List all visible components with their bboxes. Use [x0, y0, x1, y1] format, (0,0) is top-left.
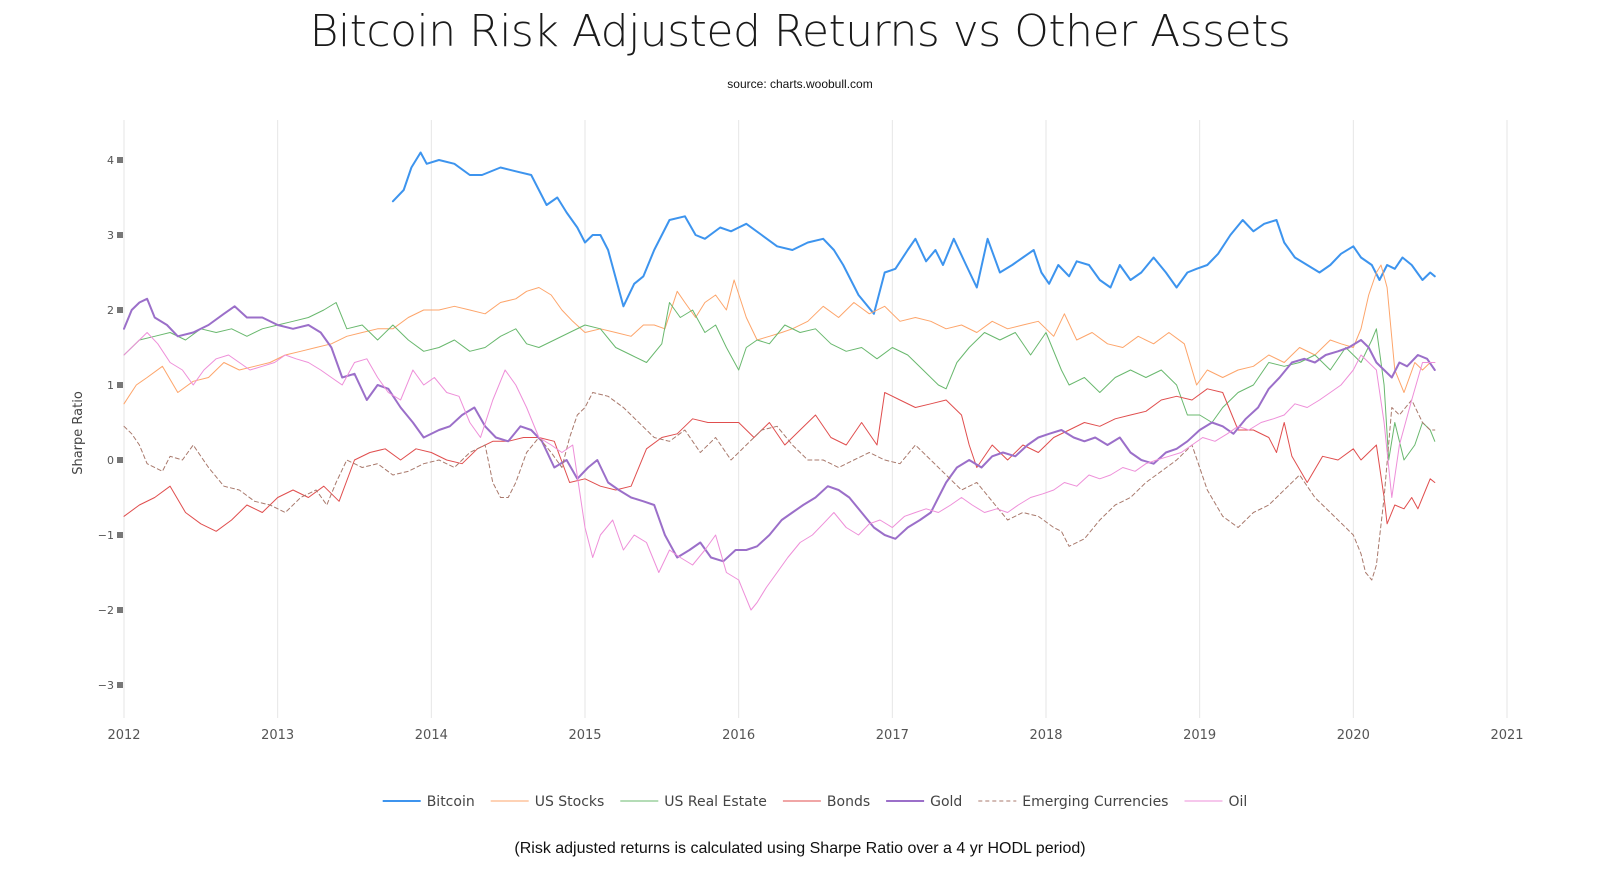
y-axis: 4 3 2 1 0 −1 −2 −3: [98, 154, 123, 692]
y-tick-3: 3: [107, 229, 114, 242]
legend-label: Oil: [1229, 794, 1248, 810]
x-tick-2018: 2018: [1029, 728, 1062, 743]
x-tick-2017: 2017: [876, 728, 909, 743]
series-bonds: [123, 388, 1436, 532]
x-tick-2014: 2014: [415, 728, 448, 743]
legend-label: US Stocks: [535, 794, 605, 810]
series-gold: [123, 297, 1436, 563]
y-tick--2: −2: [98, 604, 114, 617]
y-tick-marker: [117, 457, 123, 463]
legend-item-bitcoin[interactable]: Bitcoin: [382, 794, 475, 810]
y-tick-1: 1: [107, 379, 114, 392]
series-us-real-estate: [123, 302, 1436, 461]
chart-source: source: charts.woobull.com: [727, 77, 873, 91]
y-tick-marker: [117, 307, 123, 313]
legend-label: Bonds: [827, 794, 870, 810]
legend: Bitcoin US Stocks US Real Estate Bonds Gold E…: [382, 794, 1248, 810]
y-tick-marker: [117, 157, 123, 163]
legend-item-emerging-currencies[interactable]: Emerging Currencies: [978, 794, 1168, 810]
x-tick-2016: 2016: [722, 728, 755, 743]
x-tick-2012: 2012: [107, 728, 140, 743]
series-emerging-currencies: [123, 392, 1436, 581]
series-lines: [123, 151, 1436, 611]
series-bitcoin: [391, 151, 1436, 315]
legend-item-gold[interactable]: Gold: [886, 794, 962, 810]
legend-item-us-stocks[interactable]: US Stocks: [490, 794, 605, 810]
series-oil: [123, 332, 1436, 611]
y-tick--1: −1: [98, 529, 114, 542]
legend-item-bonds[interactable]: Bonds: [782, 794, 870, 810]
y-tick-marker: [117, 232, 123, 238]
y-tick--3: −3: [98, 679, 114, 692]
y-tick-marker: [117, 607, 123, 613]
y-tick-marker: [117, 682, 123, 688]
chart-title: Bitcoin Risk Adjusted Returns vs Other A…: [309, 6, 1291, 57]
y-tick-0: 0: [107, 454, 114, 467]
x-tick-2015: 2015: [568, 728, 601, 743]
x-axis: 2012 2013 2014 2015 2016 2017 2018 2019 2020 2021: [107, 728, 1523, 743]
x-tick-2019: 2019: [1183, 728, 1216, 743]
legend-label: US Real Estate: [664, 794, 767, 810]
y-tick-4: 4: [107, 154, 114, 167]
x-tick-2013: 2013: [261, 728, 294, 743]
x-tick-2021: 2021: [1490, 728, 1523, 743]
x-tick-2020: 2020: [1337, 728, 1370, 743]
legend-label: Emerging Currencies: [1022, 794, 1168, 810]
footnote: (Risk adjusted returns is calculated usi…: [514, 840, 1086, 857]
legend-label: Bitcoin: [427, 794, 475, 810]
y-tick-marker: [117, 382, 123, 388]
legend-item-oil[interactable]: Oil: [1184, 794, 1248, 810]
y-axis-title: Sharpe Ratio: [71, 391, 86, 475]
y-tick-marker: [117, 532, 123, 538]
vertical-gridlines: [123, 120, 1508, 718]
y-tick-2: 2: [107, 304, 114, 317]
series-us-stocks: [123, 264, 1436, 405]
legend-label: Gold: [930, 794, 962, 810]
legend-item-us-real-estate[interactable]: US Real Estate: [620, 794, 767, 810]
